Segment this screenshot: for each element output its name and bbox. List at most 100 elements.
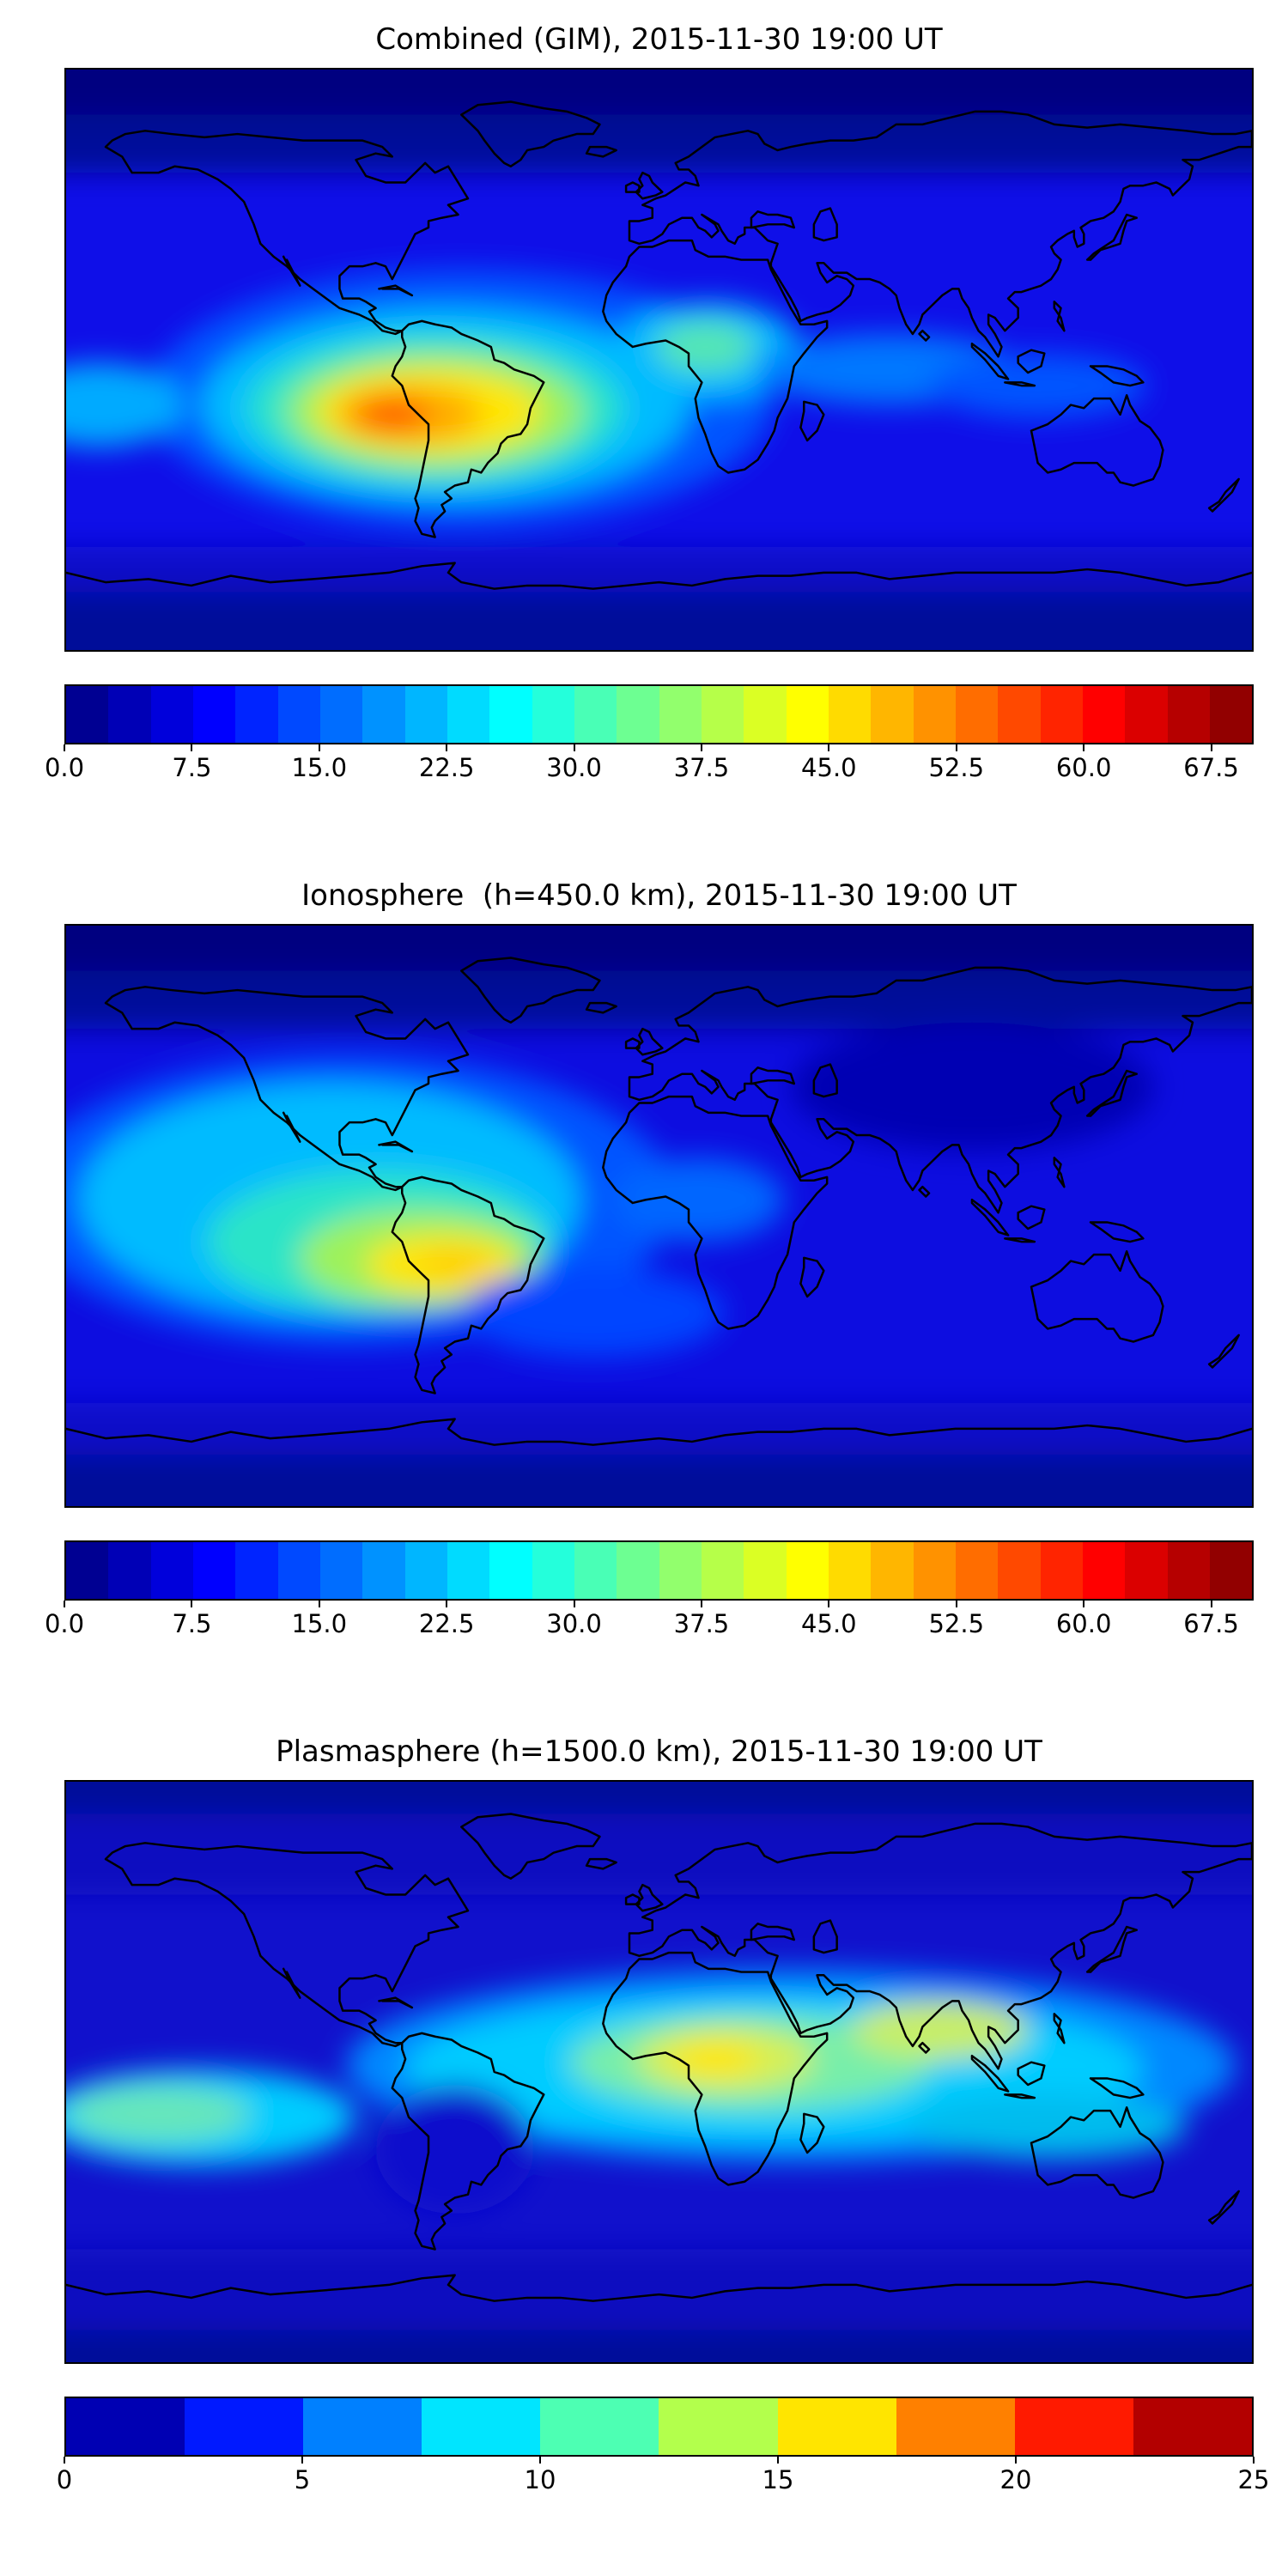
coastline <box>1004 2093 1036 2099</box>
colorbar-segment <box>447 686 490 743</box>
coastline <box>750 210 796 229</box>
coastline <box>1089 1221 1145 1243</box>
coastline <box>282 1111 301 1143</box>
coastline <box>1053 2013 1066 2044</box>
colorbar-segment <box>362 686 405 743</box>
colorbar-plasmasphere: 0 5 10 15 20 25 <box>57 2397 1269 2501</box>
colorbar-segment <box>955 686 999 743</box>
panel-ionosphere: Ionosphere (h=450.0 km), 2015-11-30 19:0… <box>0 856 1288 1645</box>
colorbar-tick <box>700 1601 702 1607</box>
colorbar-tick <box>700 744 702 751</box>
colorbar-tick-label: 22.5 <box>418 753 475 782</box>
coastline <box>812 207 838 242</box>
colorbar-tick-label: 0 <box>56 2465 73 2494</box>
colorbar-segment <box>871 686 914 743</box>
colorbar-tick <box>1210 1601 1212 1607</box>
coastline <box>104 1842 470 2048</box>
coastline <box>918 1185 931 1198</box>
colorbar-segment <box>66 686 109 743</box>
colorbar-segment <box>1133 2398 1252 2455</box>
colorbar-tick-label: 15.0 <box>291 1609 348 1638</box>
colorbar-tick-label: 5 <box>294 2465 311 2494</box>
colorbar-segment <box>277 1542 320 1599</box>
colorbar-segment <box>786 1542 829 1599</box>
colorbar-segment <box>913 1542 956 1599</box>
colorbar-segment <box>532 686 574 743</box>
colorbar-tick <box>301 2457 303 2464</box>
coastline <box>635 1027 664 1056</box>
colorbar-tick <box>828 744 830 751</box>
coastline <box>1004 381 1036 387</box>
colorbar-tick-label: 37.5 <box>673 753 730 782</box>
coastline <box>628 1822 1252 2070</box>
colorbar-segment <box>1082 686 1126 743</box>
colorbar-segment <box>1167 686 1210 743</box>
colorbar-ticks: 0 5 10 15 20 25 <box>57 2457 1269 2501</box>
coastline <box>1030 2106 1164 2199</box>
coastline <box>378 1996 414 2009</box>
colorbar-segment <box>574 1542 617 1599</box>
colorbar-tick <box>64 2457 65 2464</box>
contour-map-plasmasphere <box>66 1782 1252 2362</box>
colorbar-segment <box>319 1542 363 1599</box>
colorbar-segment <box>1167 1542 1210 1599</box>
colorbar-tick <box>955 744 957 751</box>
colorbar-tick-label: 20 <box>999 2465 1032 2494</box>
coastline <box>750 1066 796 1085</box>
coastline <box>624 1037 641 1049</box>
colorbar-ionosphere: 0.0 7.5 15.0 22.5 30.0 37.5 45.0 52.5 60.0 67.5 <box>45 1540 1254 1645</box>
colorbar-segment <box>404 1542 447 1599</box>
coastline <box>1004 1237 1036 1243</box>
colorbar-segment <box>66 2398 185 2455</box>
coastline <box>1207 1334 1240 1369</box>
coastline <box>812 1919 838 1954</box>
colorbar-segment <box>998 686 1041 743</box>
colorbar-segment <box>955 1542 999 1599</box>
colorbar-ticks: 0.0 7.5 15.0 22.5 30.0 37.5 45.0 52.5 60.0 67.5 <box>45 1601 1254 1645</box>
map-combined <box>64 68 1254 652</box>
coastline <box>1017 2061 1046 2087</box>
figure: Combined (GIM), 2015-11-30 19:00 UT 0.0 7… <box>0 22 1288 2501</box>
coastline <box>104 130 470 336</box>
colorbar-combined: 0.0 7.5 15.0 22.5 30.0 37.5 45.0 52.5 60.0 67.5 <box>45 684 1254 789</box>
colorbar-segment <box>744 1542 787 1599</box>
coastline <box>460 957 601 1024</box>
colorbar-segment <box>1014 2398 1133 2455</box>
colorbar-segment <box>319 686 363 743</box>
colorbar-segment <box>362 1542 405 1599</box>
coastline <box>812 1063 838 1098</box>
coastline <box>282 1967 301 1999</box>
coastline <box>104 986 470 1192</box>
coastline <box>378 1140 414 1153</box>
coastline <box>602 239 829 474</box>
colorbar-segment <box>489 1542 532 1599</box>
colorbar-tick-label: 0.0 <box>44 1609 85 1638</box>
colorbar-tick <box>64 744 65 751</box>
colorbar-body <box>64 1540 1254 1601</box>
colorbar-segment <box>235 1542 278 1599</box>
colorbar-tick <box>1210 744 1212 751</box>
colorbar-tick <box>955 1601 957 1607</box>
coastline <box>391 319 545 538</box>
coastline <box>602 1095 829 1330</box>
coastline <box>66 1418 1252 1446</box>
colorbar-tick <box>191 1601 193 1607</box>
map-plasmasphere <box>64 1780 1254 2364</box>
colorbar-segment <box>701 1542 744 1599</box>
colorbar-tick-label: 45.0 <box>801 1609 857 1638</box>
colorbar-segment <box>1082 1542 1126 1599</box>
colorbar-tick-label: 52.5 <box>928 753 985 782</box>
colorbar-body <box>64 684 1254 744</box>
coastline <box>1085 213 1139 261</box>
colorbar-segment <box>150 1542 193 1599</box>
coastline <box>585 145 617 158</box>
coastline <box>970 342 1010 380</box>
colorbar-segment <box>1040 1542 1083 1599</box>
colorbar-segment <box>235 686 278 743</box>
colorbar-tick-label: 7.5 <box>172 1609 212 1638</box>
colorbar-segment <box>659 686 702 743</box>
colorbar-segment <box>192 686 236 743</box>
coastline <box>585 1857 617 1870</box>
colorbar-tick <box>573 744 575 751</box>
colorbar-tick-label: 22.5 <box>418 1609 475 1638</box>
